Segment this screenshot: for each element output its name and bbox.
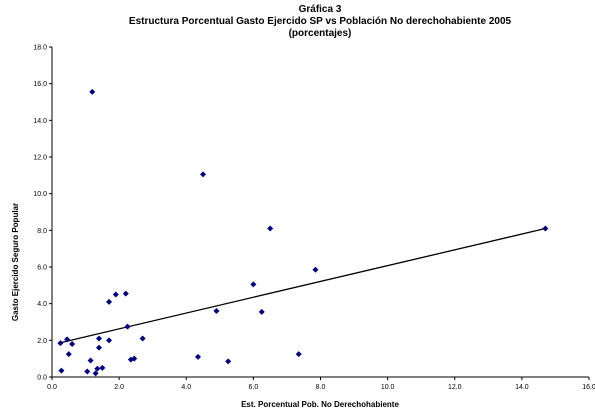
- data-point: [87, 357, 94, 364]
- x-tick-label: 14.0: [515, 384, 529, 391]
- x-tick-label: 12.0: [448, 384, 462, 391]
- data-point: [57, 340, 64, 347]
- data-point: [92, 370, 99, 377]
- y-tick-label: 16.0: [33, 81, 47, 88]
- data-point: [295, 351, 302, 358]
- x-tick-label: 10.0: [381, 384, 395, 391]
- x-tick-label: 2.0: [114, 384, 124, 391]
- x-tick-label: 4.0: [181, 384, 191, 391]
- y-tick-label: 12.0: [33, 155, 47, 162]
- x-tick-label: 16.0: [582, 384, 595, 391]
- data-point: [95, 335, 102, 342]
- data-point: [64, 336, 71, 343]
- x-tick-label: 8.0: [316, 384, 326, 391]
- data-point: [122, 290, 129, 297]
- trend-line: [58, 227, 546, 344]
- data-point: [89, 88, 96, 95]
- y-tick-label: 14.0: [33, 118, 47, 125]
- data-point: [65, 351, 72, 358]
- data-point: [106, 298, 113, 305]
- data-point: [131, 355, 138, 362]
- data-point: [258, 308, 265, 315]
- y-tick-label: 8.0: [37, 228, 47, 235]
- y-tick-label: 18.0: [33, 45, 47, 52]
- x-axis-label: Est. Porcentual Pob. No Derechohabiente: [241, 400, 399, 408]
- data-point: [225, 358, 232, 365]
- data-point: [139, 335, 146, 342]
- data-point: [58, 367, 65, 374]
- chart-subtitle-units: (porcentajes): [288, 28, 352, 39]
- y-tick-label: 0.0: [37, 375, 47, 382]
- data-point: [200, 171, 207, 178]
- data-point: [267, 225, 274, 232]
- data-point: [84, 368, 91, 375]
- data-point: [106, 337, 113, 344]
- y-tick-label: 2.0: [37, 338, 47, 345]
- data-point: [194, 353, 201, 360]
- data-point: [112, 291, 119, 298]
- data-point: [542, 225, 549, 232]
- chart-subtitle: Estructura Porcentual Gasto Ejercido SP …: [128, 16, 512, 27]
- data-point: [94, 365, 101, 372]
- y-tick-label: 10.0: [33, 191, 47, 198]
- x-tick-label: 6.0: [249, 384, 259, 391]
- data-point: [99, 364, 106, 371]
- y-tick-label: 6.0: [37, 265, 47, 272]
- chart-title: Gráfica 3: [298, 4, 342, 15]
- data-point: [213, 308, 220, 314]
- y-axis-label: Gasto Ejercido Seguro Popular: [11, 203, 20, 321]
- data-point: [250, 281, 257, 288]
- data-point: [124, 323, 131, 330]
- data-point: [312, 266, 319, 273]
- y-tick-label: 4.0: [37, 301, 47, 308]
- x-tick-label: 0.0: [47, 384, 57, 391]
- data-point: [69, 341, 76, 347]
- data-point: [95, 344, 102, 351]
